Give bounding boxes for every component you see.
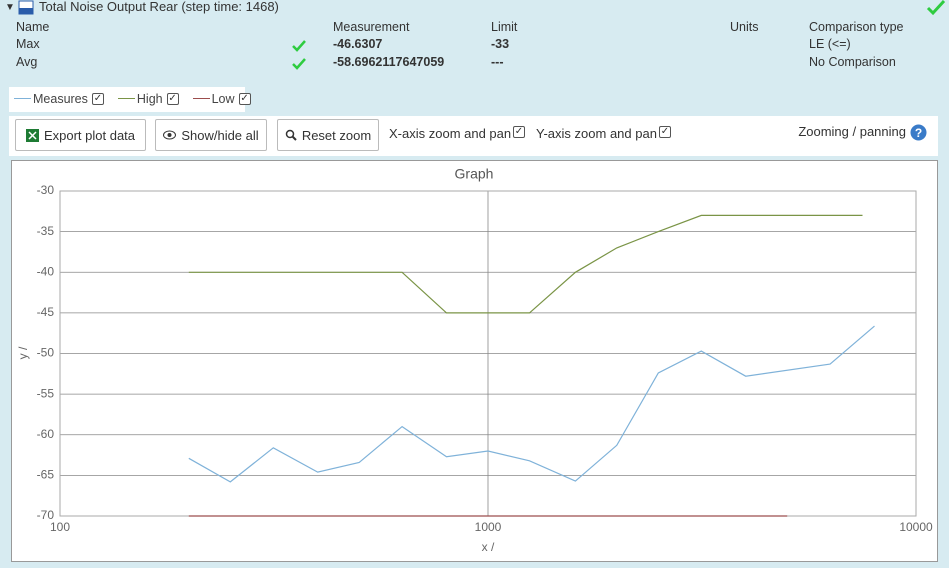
x-tick-label: 1000 (475, 520, 502, 534)
button-label: Export plot data (43, 127, 136, 143)
collapse-toggle[interactable]: ▼ (5, 2, 15, 13)
legend-swatch (192, 98, 210, 99)
x-axis-label: x / (482, 540, 495, 554)
status-check (926, 0, 946, 16)
series-line (188, 325, 875, 483)
y-tick-label: -35 (37, 224, 55, 238)
comparison: No Comparison (809, 55, 896, 69)
y-tick-label: -30 (37, 183, 55, 197)
toggle-label: X-axis zoom and pan (389, 126, 512, 141)
reset-zoom-button[interactable]: Reset zoom (277, 119, 379, 151)
y-tick-label: -50 (37, 346, 55, 360)
measurement: -46.6307 (333, 37, 383, 51)
checkbox[interactable]: ✓ (659, 126, 671, 138)
y-tick-label: -55 (37, 386, 55, 400)
row-name: Max (16, 37, 40, 51)
column-header: Units (730, 20, 759, 34)
legend-label: High (136, 92, 163, 106)
legend-bar: Measures ✓ High ✓ Low ✓ (9, 87, 251, 112)
header-title: Total Noise Output Rear (step time: 1468… (39, 0, 279, 14)
svg-text:?: ? (915, 126, 922, 140)
pass-check (292, 40, 306, 52)
export-button[interactable]: Export plot data (15, 119, 146, 151)
eye-icon (163, 130, 177, 140)
chart: Graph x / y / -30 -35 -40 -45 -50 -55 -60 -65 -7… (11, 160, 938, 562)
series-line (188, 214, 863, 314)
x-tick-label: 100 (50, 520, 70, 534)
help-icon[interactable]: ? (910, 124, 927, 141)
button-label: Reset zoom (301, 127, 372, 143)
measurement: -58.6962117647059 (333, 55, 445, 69)
y-tick-label: -60 (37, 427, 55, 441)
comparison: LE (<=) (809, 37, 851, 51)
help-label: Zooming / panning (798, 124, 906, 139)
toggle-label: Y-axis zoom and pan (536, 126, 657, 141)
checkbox[interactable]: ✓ (513, 126, 525, 138)
row-name: Avg (16, 55, 38, 69)
column-header: Comparison type (809, 20, 904, 34)
legend-label: Measures (33, 92, 88, 106)
legend-checkbox[interactable]: ✓ (166, 93, 179, 105)
show-hide-button[interactable]: Show/hide all (155, 119, 267, 151)
column-header: Name (16, 20, 50, 34)
column-header: Measurement (333, 20, 410, 34)
button-label: Show/hide all (181, 127, 259, 143)
y-tick-label: -40 (37, 264, 55, 278)
legend-label: Low (211, 92, 235, 106)
excel-icon (25, 128, 39, 142)
y-axis-label: y / (16, 346, 30, 359)
pass-check (292, 58, 306, 70)
y-tick-label: -45 (37, 305, 55, 319)
limit: --- (491, 55, 504, 69)
chart-title: Graph (455, 166, 494, 182)
legend-checkbox[interactable]: ✓ (238, 93, 251, 105)
legend-swatch (117, 98, 135, 99)
limit: -33 (491, 37, 510, 51)
y-tick-label: -65 (37, 468, 55, 482)
column-header: Limit (491, 20, 518, 34)
legend-swatch (14, 98, 31, 99)
y-tick-label: -70 (37, 508, 55, 522)
icon (18, 0, 34, 15)
zoom-icon (285, 129, 297, 141)
x-tick-label: 10000 (899, 520, 933, 534)
legend-checkbox[interactable]: ✓ (91, 93, 104, 105)
